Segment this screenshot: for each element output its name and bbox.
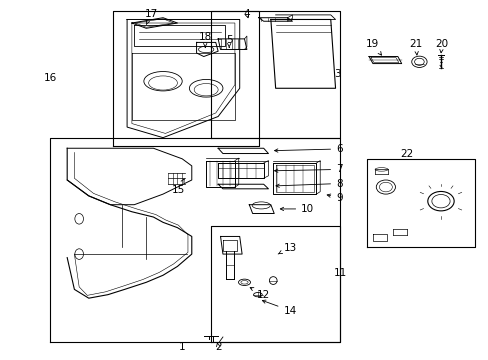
Text: 7: 7: [274, 165, 342, 174]
Text: 3: 3: [334, 69, 341, 79]
Text: 17: 17: [144, 9, 157, 24]
Text: 13: 13: [278, 243, 296, 254]
Text: 5: 5: [225, 35, 232, 48]
Text: 21: 21: [408, 39, 422, 55]
Text: 20: 20: [434, 39, 447, 53]
Text: 10: 10: [280, 204, 314, 214]
Text: 12: 12: [250, 288, 270, 300]
Text: 11: 11: [333, 269, 346, 279]
Text: 19: 19: [366, 39, 381, 55]
Text: 9: 9: [326, 193, 342, 203]
Text: 2: 2: [214, 342, 221, 351]
Text: 15: 15: [171, 179, 184, 194]
Text: 14: 14: [262, 300, 296, 315]
Text: 8: 8: [275, 179, 342, 189]
Text: 1: 1: [179, 342, 185, 351]
Text: 22: 22: [399, 149, 412, 159]
Text: 4: 4: [243, 9, 250, 19]
Text: 16: 16: [44, 73, 57, 83]
Text: 18: 18: [198, 32, 211, 48]
Text: 6: 6: [274, 144, 342, 154]
